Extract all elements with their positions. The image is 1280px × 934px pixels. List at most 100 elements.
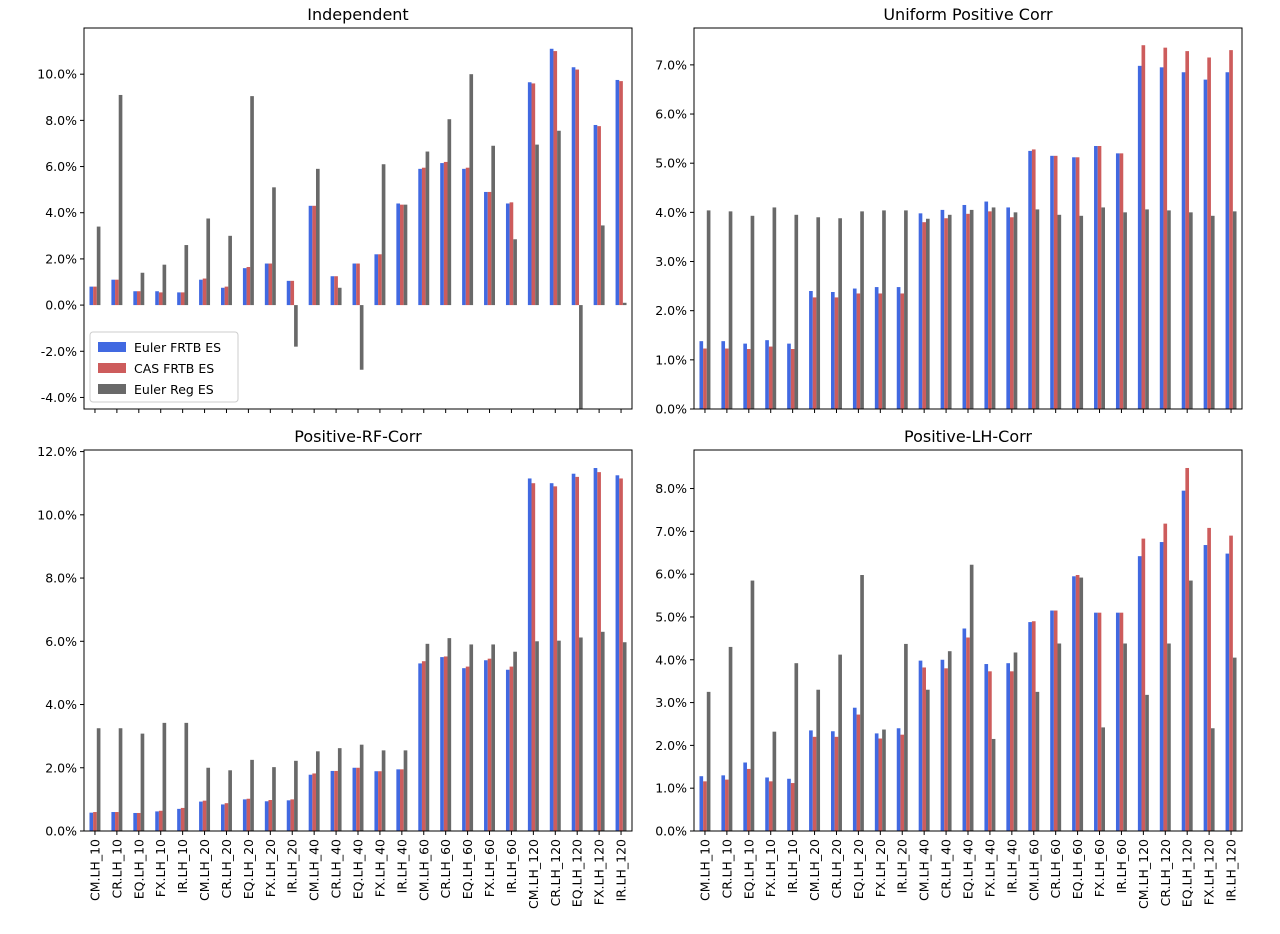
y-tick-label: -4.0%: [41, 390, 77, 405]
bar-euler-frtb-es-cm-lh-10: [699, 776, 704, 831]
bar-euler-frtb-es-cr-lh-120: [549, 48, 554, 306]
bar-euler-frtb-es-fx-lh-40: [984, 201, 989, 409]
x-tick-label: FX.LH_10: [763, 839, 778, 897]
legend-swatch-euler-reg-es: [98, 384, 126, 394]
x-tick-label: FX.LH_20: [263, 839, 278, 897]
axes-frame: [83, 449, 633, 832]
bar-cas-frtb-es-cm-lh-60: [1031, 149, 1036, 409]
y-tick-label: 0.0%: [655, 824, 687, 839]
x-tick-label: FX.LH_120: [1202, 839, 1217, 905]
bar-euler-reg-es-cr-lh-40: [947, 651, 952, 831]
x-tick-label: FX.LH_40: [372, 839, 387, 897]
y-tick-label: 2.0%: [45, 251, 77, 266]
bar-euler-frtb-es-cm-lh-60: [1028, 622, 1032, 831]
y-tick-label: 5.0%: [655, 156, 687, 171]
bar-euler-frtb-es-ir-lh-10: [787, 343, 791, 409]
bar-euler-frtb-es-cr-lh-120: [1159, 542, 1164, 831]
x-tick-label: IR.LH_120: [1224, 839, 1239, 901]
bar-euler-frtb-es-fx-lh-10: [765, 777, 769, 831]
bar-cas-frtb-es-fx-lh-120: [1207, 527, 1211, 831]
bar-euler-frtb-es-fx-lh-20: [264, 801, 269, 831]
y-tick-label: 3.0%: [655, 695, 687, 710]
bar-euler-reg-es-eq-lh-120: [1189, 580, 1193, 831]
bar-euler-reg-es-eq-lh-120: [1189, 212, 1193, 409]
bar-euler-frtb-es-ir-lh-20: [286, 280, 291, 306]
bar-euler-reg-es-eq-lh-20: [250, 96, 254, 306]
bar-euler-frtb-es-fx-lh-60: [1094, 145, 1098, 410]
y-tick-label: 8.0%: [45, 571, 77, 586]
bar-euler-reg-es-cm-lh-120: [535, 144, 539, 306]
bar-euler-frtb-es-cm-lh-120: [1137, 65, 1142, 409]
bar-euler-reg-es-fx-lh-10: [772, 731, 777, 831]
legend-label-euler-reg-es: Euler Reg ES: [134, 382, 214, 397]
bar-euler-reg-es-eq-lh-10: [750, 215, 755, 409]
bar-euler-frtb-es-ir-lh-60: [1115, 153, 1120, 409]
bar-euler-frtb-es-eq-lh-20: [852, 288, 857, 409]
bar-cas-frtb-es-cm-lh-40: [312, 773, 316, 831]
bar-euler-frtb-es-fx-lh-40: [374, 771, 379, 831]
bar-euler-frtb-es-cr-lh-60: [1050, 155, 1054, 409]
bar-cas-frtb-es-ir-lh-40: [1010, 671, 1014, 831]
chart-title: Positive-LH-Corr: [904, 427, 1032, 446]
bar-euler-reg-es-eq-lh-120: [579, 637, 583, 831]
bar-euler-reg-es-cr-lh-20: [838, 218, 842, 409]
bar-cas-frtb-es-eq-lh-40: [966, 637, 970, 831]
bar-euler-reg-es-eq-lh-40: [359, 744, 364, 831]
bar-euler-frtb-es-ir-lh-10: [177, 292, 181, 306]
bar-cas-frtb-es-eq-lh-120: [575, 69, 580, 306]
x-tick-label: IR.LH_60: [504, 839, 519, 893]
bar-cas-frtb-es-eq-lh-20: [856, 714, 861, 831]
bar-cas-frtb-es-cm-lh-10: [93, 286, 97, 306]
bar-euler-frtb-es-eq-lh-120: [571, 67, 576, 306]
chart-title: Positive-RF-Corr: [294, 427, 422, 446]
bar-euler-frtb-es-cr-lh-40: [940, 659, 945, 831]
bar-euler-reg-es-eq-lh-60: [1079, 215, 1084, 409]
bar-cas-frtb-es-cr-lh-120: [553, 51, 558, 306]
x-tick-label: CM.LH_20: [197, 839, 212, 901]
x-tick-label: EQ.LH_10: [131, 839, 146, 899]
bar-cas-frtb-es-ir-lh-20: [900, 293, 905, 409]
bar-cas-frtb-es-cm-lh-40: [922, 667, 926, 831]
bar-euler-reg-es-cr-lh-40: [337, 748, 342, 831]
bar-euler-reg-es-ir-lh-10: [794, 214, 799, 409]
bar-euler-frtb-es-cm-lh-60: [1028, 150, 1032, 409]
x-tick-label: IR.LH_120: [614, 839, 629, 901]
x-tick-label: CR.LH_60: [438, 839, 453, 899]
bar-euler-frtb-es-cm-lh-60: [418, 168, 422, 306]
legend-swatch-cas-frtb-es: [98, 363, 126, 373]
bar-euler-reg-es-fx-lh-10: [772, 207, 777, 409]
y-tick-label: 6.0%: [655, 107, 687, 122]
bar-euler-reg-es-ir-lh-20: [294, 305, 298, 347]
y-tick-label: 2.0%: [45, 760, 77, 775]
bar-cas-frtb-es-cm-lh-10: [93, 812, 97, 831]
bar-euler-frtb-es-cr-lh-10: [111, 279, 116, 306]
y-tick-label: 0.0%: [655, 402, 687, 417]
bar-euler-frtb-es-ir-lh-40: [396, 769, 401, 831]
bar-cas-frtb-es-fx-lh-60: [487, 191, 492, 306]
bar-euler-frtb-es-cr-lh-120: [549, 483, 554, 831]
bar-euler-reg-es-fx-lh-10: [162, 264, 167, 306]
bar-cas-frtb-es-cm-lh-120: [1141, 538, 1146, 831]
bar-euler-frtb-es-ir-lh-10: [177, 808, 181, 831]
bar-euler-frtb-es-cm-lh-40: [308, 774, 313, 831]
bar-cas-frtb-es-cm-lh-10: [703, 781, 707, 831]
bar-cas-frtb-es-fx-lh-40: [378, 771, 382, 831]
bar-cas-frtb-es-fx-lh-40: [988, 671, 992, 831]
bar-euler-reg-es-fx-lh-60: [491, 145, 495, 306]
bar-cas-frtb-es-cm-lh-40: [922, 222, 926, 409]
bar-cas-frtb-es-fx-lh-40: [988, 211, 992, 409]
bar-euler-reg-es-ir-lh-40: [403, 204, 408, 306]
bar-cas-frtb-es-fx-lh-10: [768, 781, 773, 831]
bar-cas-frtb-es-cr-lh-20: [834, 297, 839, 409]
bar-euler-frtb-es-eq-lh-60: [462, 168, 466, 306]
bar-euler-reg-es-cm-lh-60: [425, 643, 430, 831]
bar-euler-frtb-es-cm-lh-40: [308, 205, 313, 306]
bar-cas-frtb-es-cr-lh-60: [443, 161, 448, 306]
y-tick-label: 0.0%: [45, 298, 77, 313]
bar-cas-frtb-es-cr-lh-120: [1163, 523, 1168, 831]
bar-euler-frtb-es-fx-lh-40: [984, 664, 989, 831]
bar-euler-reg-es-cm-lh-120: [1145, 694, 1149, 831]
x-tick-label: IR.LH_40: [1004, 839, 1019, 893]
bar-euler-reg-es-cm-lh-60: [425, 151, 430, 306]
bar-euler-reg-es-cm-lh-40: [315, 168, 320, 306]
